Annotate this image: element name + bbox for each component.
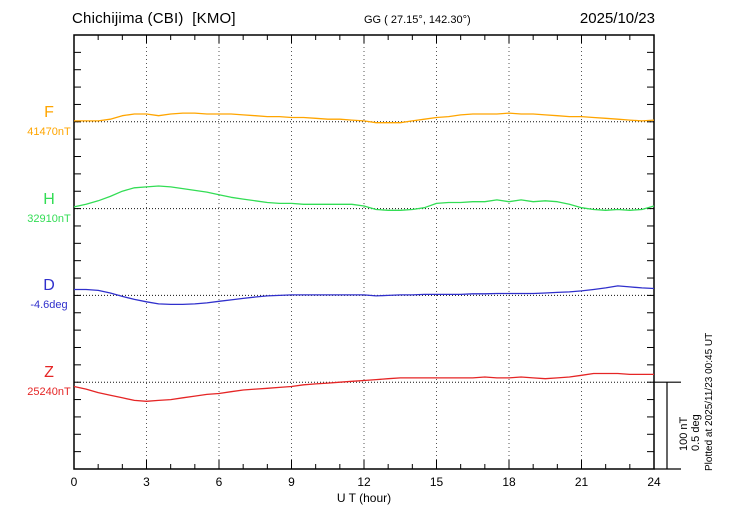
x-tick-label-3: 3	[143, 475, 150, 489]
scale-bar-label-nt: 100 nT	[678, 416, 690, 451]
x-tick-label-21: 21	[574, 475, 589, 489]
geo-coordinates: GG ( 27.15°, 142.30°)	[364, 14, 471, 26]
trace-H	[73, 185, 655, 211]
x-tick-label-0: 0	[70, 475, 78, 489]
plot-date: 2025/10/23	[579, 10, 655, 27]
x-tick-label-6: 6	[215, 475, 223, 489]
trace-F	[74, 112, 655, 124]
component-letter-D: D	[43, 277, 55, 295]
component-letter-H: H	[43, 190, 55, 208]
component-baseline-value-D: -4.6deg	[30, 299, 68, 312]
x-tick-label-9: 9	[288, 475, 295, 489]
scale-bar-label-deg: 0.5 deg	[690, 414, 702, 451]
trace-Z	[73, 372, 654, 402]
scale-bar-label: 100 nT 0.5 deg	[678, 414, 702, 451]
component-letter-F: F	[44, 103, 54, 121]
component-baseline-value-Z: 25240nT	[27, 386, 71, 399]
x-axis-title: U T (hour)	[336, 491, 392, 505]
plotted-at-note: Plotted at 2025/11/23 00:45 UT	[704, 332, 715, 471]
component-baseline-value-F: 41470nT	[27, 125, 71, 138]
component-baseline-value-H: 32910nT	[27, 212, 71, 225]
x-tick-label-15: 15	[429, 475, 444, 489]
component-letter-Z: Z	[44, 364, 54, 382]
x-tick-label-12: 12	[357, 475, 371, 489]
station-title: Chichijima (CBI) [KMO]	[72, 10, 236, 27]
x-tick-label-18: 18	[502, 475, 516, 489]
plot-frame	[73, 34, 655, 470]
trace-D	[74, 285, 655, 306]
x-tick-label-24: 24	[647, 475, 661, 489]
